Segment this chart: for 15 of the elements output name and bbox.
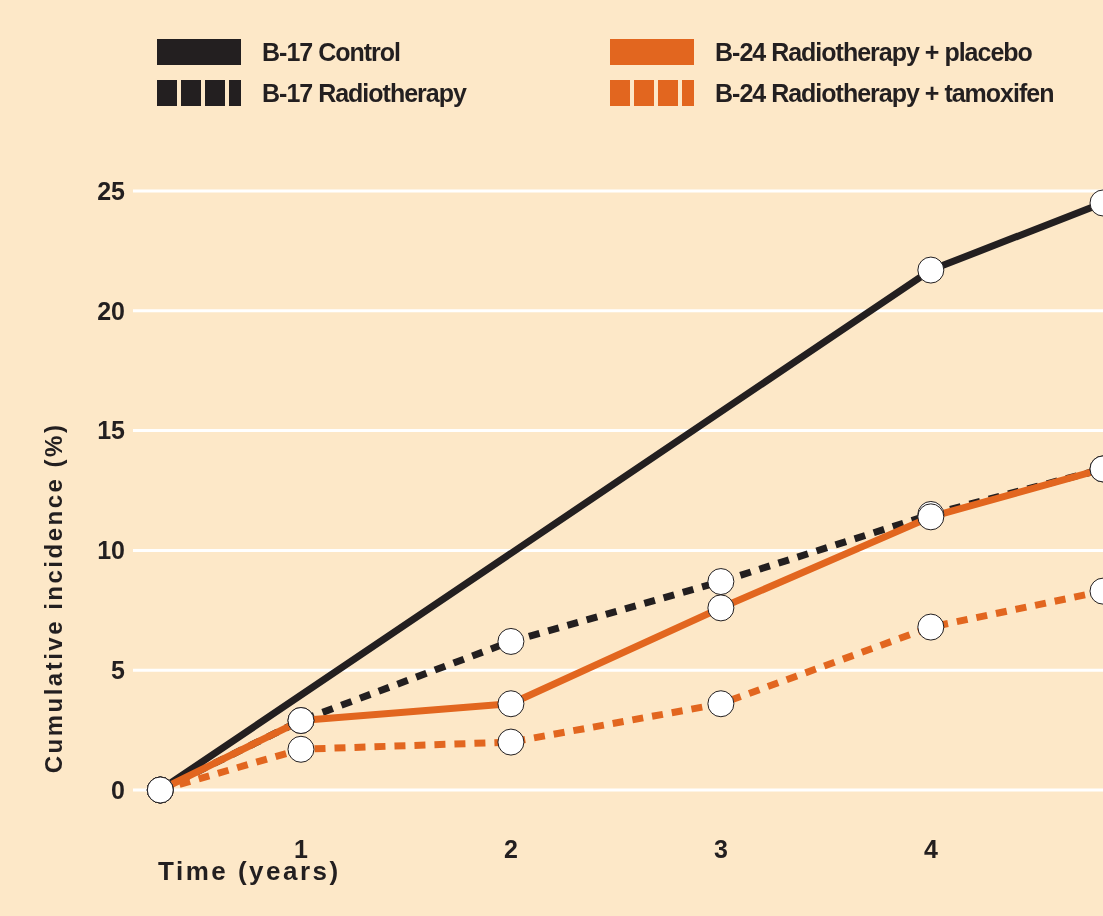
- x-tick-label: 1: [294, 835, 309, 863]
- y-tick-label: 0: [111, 775, 125, 804]
- x-tick-label: 3: [713, 835, 728, 863]
- y-axis-title: Cumulative incidence (%): [40, 422, 67, 774]
- y-tick-label: 20: [97, 296, 125, 325]
- y-tick-label: 15: [97, 416, 126, 445]
- legend-label: B-17 Radiotherapy: [262, 78, 467, 107]
- y-tick-label: 10: [97, 536, 125, 565]
- y-tick-label: 5: [111, 655, 126, 684]
- legend-label: B-17 Control: [262, 37, 401, 66]
- x-tick-label: 2: [503, 835, 518, 863]
- legend-label: B-24 Radiotherapy + placebo: [715, 37, 1033, 66]
- x-tick-label: 4: [923, 835, 938, 863]
- y-tick-label: 25: [97, 176, 126, 205]
- legend-label: B-24 Radiotherapy + tamoxifen: [715, 78, 1054, 107]
